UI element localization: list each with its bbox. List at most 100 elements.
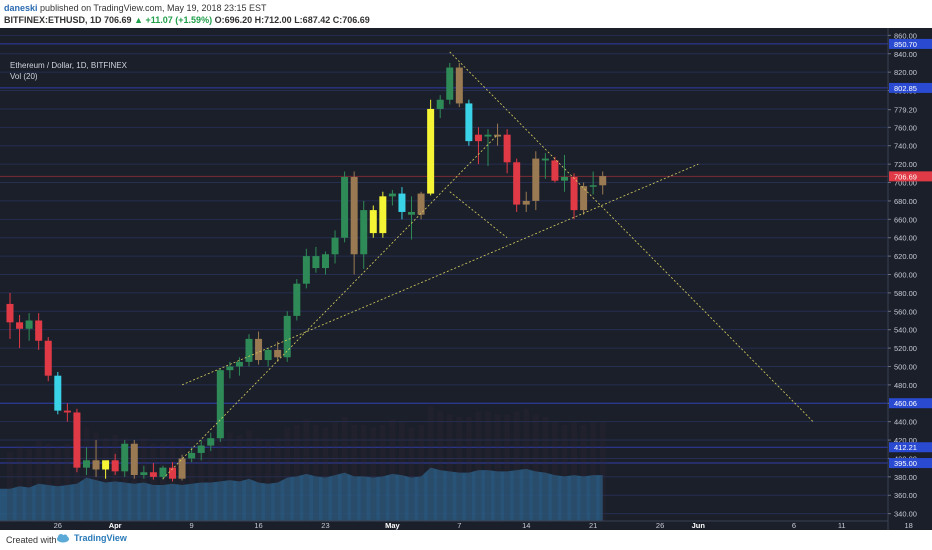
candle[interactable] bbox=[130, 440, 138, 479]
candle[interactable] bbox=[140, 465, 148, 479]
candle[interactable] bbox=[350, 171, 358, 275]
volume-bar bbox=[73, 440, 80, 521]
candle[interactable] bbox=[360, 200, 368, 269]
candle[interactable] bbox=[503, 129, 511, 174]
price-marker bbox=[889, 171, 932, 182]
candle[interactable] bbox=[388, 189, 396, 206]
candle[interactable] bbox=[226, 361, 234, 379]
candle[interactable] bbox=[274, 341, 282, 362]
candle[interactable] bbox=[54, 371, 62, 415]
candle[interactable] bbox=[560, 154, 568, 192]
candle[interactable] bbox=[398, 187, 406, 220]
candle[interactable] bbox=[102, 460, 110, 479]
candle-body bbox=[207, 438, 215, 446]
candle-body bbox=[130, 443, 138, 476]
candle[interactable] bbox=[532, 151, 540, 211]
candle[interactable] bbox=[264, 348, 272, 367]
volume-bar bbox=[551, 422, 558, 521]
candle[interactable] bbox=[522, 191, 530, 212]
candle[interactable] bbox=[111, 453, 119, 476]
candle[interactable] bbox=[92, 440, 100, 477]
price-tick-label: 720.00 bbox=[894, 160, 917, 169]
candle[interactable] bbox=[570, 173, 578, 220]
candle[interactable] bbox=[417, 191, 425, 220]
candle[interactable] bbox=[599, 171, 607, 195]
price-tick-label: 840.00 bbox=[894, 50, 917, 59]
candle[interactable] bbox=[341, 171, 349, 243]
candle[interactable] bbox=[35, 313, 43, 350]
candle[interactable] bbox=[551, 156, 559, 183]
volume-bar bbox=[16, 446, 23, 521]
candle[interactable] bbox=[321, 251, 329, 275]
price-chart[interactable]: 860.00840.00820.00800.00779.20760.00740.… bbox=[0, 28, 932, 530]
trendline[interactable] bbox=[449, 191, 508, 239]
volume-bar bbox=[159, 443, 166, 521]
candle-body bbox=[73, 412, 81, 468]
candle[interactable] bbox=[474, 127, 482, 165]
candle[interactable] bbox=[427, 99, 435, 196]
volume-bar bbox=[284, 427, 291, 521]
candle[interactable] bbox=[216, 368, 224, 442]
candle[interactable] bbox=[436, 95, 444, 119]
trendline[interactable] bbox=[181, 163, 699, 386]
candle[interactable] bbox=[121, 440, 129, 477]
tradingview-logo[interactable]: TradingView bbox=[56, 533, 127, 543]
candle[interactable] bbox=[283, 311, 291, 362]
candle-body bbox=[197, 445, 205, 453]
candle[interactable] bbox=[331, 230, 339, 264]
footer-bar: Created with TradingView bbox=[0, 530, 932, 550]
ohlc-high: H:712.00 bbox=[254, 15, 292, 25]
candle[interactable] bbox=[408, 196, 416, 240]
price-marker bbox=[889, 398, 932, 409]
candle[interactable] bbox=[455, 62, 463, 108]
candle[interactable] bbox=[312, 246, 320, 273]
candle[interactable] bbox=[541, 153, 549, 179]
candle[interactable] bbox=[197, 440, 205, 461]
candle[interactable] bbox=[63, 403, 71, 422]
volume-bar bbox=[446, 414, 453, 521]
candle[interactable] bbox=[159, 465, 167, 480]
candle[interactable] bbox=[494, 123, 502, 146]
candle[interactable] bbox=[379, 191, 387, 238]
candle[interactable] bbox=[465, 99, 473, 146]
candle[interactable] bbox=[484, 129, 492, 166]
candle[interactable] bbox=[369, 205, 377, 238]
candle[interactable] bbox=[302, 248, 310, 289]
candle[interactable] bbox=[589, 171, 597, 195]
candle[interactable] bbox=[149, 463, 157, 480]
candle[interactable] bbox=[235, 357, 243, 376]
publish-header: daneski published on TradingView.com, Ma… bbox=[0, 0, 932, 28]
candle-body bbox=[360, 210, 368, 255]
candle-body bbox=[474, 134, 482, 142]
price-tick-label: 500.00 bbox=[894, 362, 917, 371]
candle[interactable] bbox=[293, 279, 301, 321]
candle[interactable] bbox=[178, 454, 186, 481]
candle[interactable] bbox=[446, 62, 454, 105]
volume-bar bbox=[226, 432, 233, 521]
candle[interactable] bbox=[188, 447, 196, 463]
candle[interactable] bbox=[207, 432, 215, 452]
chart-pane[interactable]: 860.00840.00820.00800.00779.20760.00740.… bbox=[0, 28, 932, 530]
candle-body bbox=[427, 108, 435, 194]
price-marker-label: 395.00 bbox=[894, 459, 917, 468]
volume-bar bbox=[456, 416, 463, 521]
candle[interactable] bbox=[25, 313, 33, 341]
volume-bar bbox=[494, 414, 501, 521]
candle[interactable] bbox=[82, 447, 90, 476]
candle[interactable] bbox=[513, 158, 521, 212]
candle-body bbox=[350, 177, 358, 255]
candle[interactable] bbox=[6, 292, 14, 339]
ohlc-low: L:687.42 bbox=[294, 15, 331, 25]
candle[interactable] bbox=[169, 462, 177, 482]
candle[interactable] bbox=[73, 408, 81, 473]
volume-bar bbox=[7, 451, 13, 521]
candle[interactable] bbox=[44, 337, 52, 382]
candle[interactable] bbox=[245, 334, 253, 367]
volume-bar bbox=[590, 422, 597, 521]
candle[interactable] bbox=[16, 314, 24, 349]
author-link[interactable]: daneski bbox=[4, 3, 38, 13]
candle-body bbox=[541, 158, 549, 161]
candle[interactable] bbox=[255, 331, 263, 365]
candle[interactable] bbox=[580, 182, 588, 215]
candle-body bbox=[111, 460, 119, 472]
